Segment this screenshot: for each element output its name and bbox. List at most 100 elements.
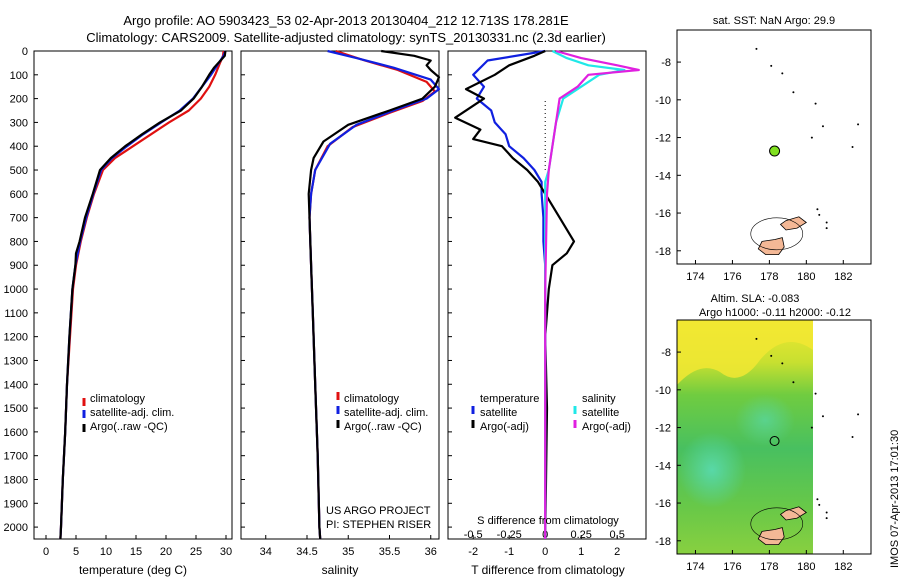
s-tick-label: -0.5 [464, 529, 483, 541]
sla-low-region [678, 432, 746, 508]
reef-outline [750, 507, 804, 541]
s-tick-label: 0.5 [610, 529, 625, 541]
y-tick-label: 0 [22, 46, 28, 58]
small-island [851, 436, 854, 438]
x-tick-label: 15 [130, 546, 142, 558]
series-line-climatology [59, 50, 225, 540]
x-tick-label: 5 [73, 546, 79, 558]
legend-s-argo-label: Argo(-adj) [582, 421, 631, 433]
x-tick-label: 30 [220, 546, 232, 558]
small-island [814, 392, 817, 395]
island [757, 237, 785, 256]
small-island [821, 125, 824, 128]
x-tick-label: 20 [160, 546, 172, 558]
legend-climatology-label: climatology [90, 393, 146, 405]
x-tick-label: 34 [260, 546, 272, 558]
small-island [792, 381, 795, 384]
small-island [810, 136, 813, 139]
legend-salinity-title: salinity [582, 393, 616, 405]
small-island [818, 503, 821, 506]
small-island [810, 426, 813, 429]
small-island [770, 354, 773, 357]
x-tick-label: -2 [468, 546, 478, 558]
series-line-satellite [472, 49, 547, 539]
temperature-axes-frame [33, 50, 233, 540]
y-tick-label: 400 [10, 141, 28, 153]
series-line-climatology [308, 49, 436, 540]
small-island [792, 91, 795, 94]
legend-t-argo-label: Argo(-adj) [480, 421, 529, 433]
island [757, 527, 785, 545]
series-line-argo [307, 49, 441, 540]
map-y-tick-label: -16 [655, 498, 671, 510]
difference-axes-frame [447, 50, 647, 540]
salinity-panel: 34 34.5 35 35.5 36 salinity climatology sate… [240, 49, 441, 577]
y-tick-label: 1900 [4, 498, 28, 510]
s-tick-label: 0.25 [570, 529, 591, 541]
y-tick-label: 200 [10, 94, 28, 106]
small-island [857, 413, 860, 416]
sla-map-title-line2: Argo h1000: -0.11 h2000: -0.12 [699, 307, 851, 319]
series-line-sal_satellite [544, 50, 626, 539]
small-island [825, 227, 828, 230]
map-x-tick-label: 180 [797, 271, 815, 283]
small-island [781, 72, 784, 75]
sla-map-frame [676, 319, 872, 555]
header-title-line1: Argo profile: AO 5903423_53 02-Apr-2013 … [123, 13, 569, 28]
small-island [755, 47, 758, 50]
sla-map-title-line1: Altim. SLA: -0.083 [711, 293, 800, 305]
map-y-tick-label: -8 [661, 347, 671, 359]
argo-position-marker [769, 145, 781, 157]
map-y-tick-label: -14 [655, 170, 671, 182]
y-tick-label: 300 [10, 117, 28, 129]
map-y-tick-label: -8 [661, 57, 671, 69]
island [779, 216, 808, 231]
series-line-sal_argo [544, 49, 640, 539]
difference-legend: temperature satellite Argo(-adj) salinit… [471, 393, 631, 433]
salinity-legend: climatology satellite-adj. clim. Argo(..… [336, 392, 428, 433]
s-difference-label: S difference from climatology [477, 515, 619, 527]
t-difference-x-label: T difference from climatology [471, 563, 625, 577]
x-tick-label: 10 [100, 546, 112, 558]
map-x-tick-label: 182 [834, 561, 852, 573]
reef-outline [750, 217, 804, 251]
legend-s-satellite-label: satellite [582, 407, 619, 419]
temperature-x-label: temperature (deg C) [79, 563, 187, 577]
difference-panel: -2 -1 0 1 2 -0.5 -0.25 0 0.25 0.5 T difference f… [447, 49, 647, 577]
series-line-satellite [59, 50, 227, 540]
map-x-tick-label: 174 [686, 271, 704, 283]
y-tick-label: 1800 [4, 474, 28, 486]
y-tick-label: 1200 [4, 332, 28, 344]
map-y-tick-label: -10 [655, 95, 671, 107]
small-island [851, 146, 854, 148]
y-tick-label: 1500 [4, 403, 28, 415]
map-x-tick-label: 178 [760, 561, 778, 573]
argo-position-marker [769, 436, 780, 447]
small-island [825, 221, 828, 224]
y-tick-label: 2000 [4, 522, 28, 534]
legend-satellite-label: satellite-adj. clim. [344, 407, 428, 419]
y-tick-label: 800 [10, 236, 28, 248]
small-island [816, 208, 819, 211]
map-x-tick-label: 182 [834, 271, 852, 283]
sla-low-region-2 [735, 394, 795, 446]
y-tick-label: 1000 [4, 284, 28, 296]
small-island [781, 362, 784, 365]
header-title-line2: Climatology: CARS2009. Satellite-adjuste… [86, 30, 606, 45]
sla-map-panel: Altim. SLA: -0.083 Argo h1000: -0.11 h20… [655, 293, 872, 573]
series-line-argo [59, 50, 227, 540]
small-island [825, 517, 828, 520]
series-line-satellite [308, 49, 441, 540]
salinity-x-label: salinity [322, 563, 359, 577]
x-tick-label: 36 [425, 546, 437, 558]
small-island [825, 511, 828, 514]
y-tick-label: 1600 [4, 427, 28, 439]
y-tick-label: 1300 [4, 355, 28, 367]
x-tick-label: 0 [542, 546, 548, 558]
map-y-tick-label: -18 [655, 536, 671, 548]
sst-map-title: sat. SST: NaN Argo: 29.9 [713, 15, 835, 27]
sla-high-region [677, 320, 813, 385]
project-annotation: US ARGO PROJECT [326, 505, 431, 517]
small-island [857, 123, 860, 126]
legend-temperature-title: temperature [480, 393, 539, 405]
